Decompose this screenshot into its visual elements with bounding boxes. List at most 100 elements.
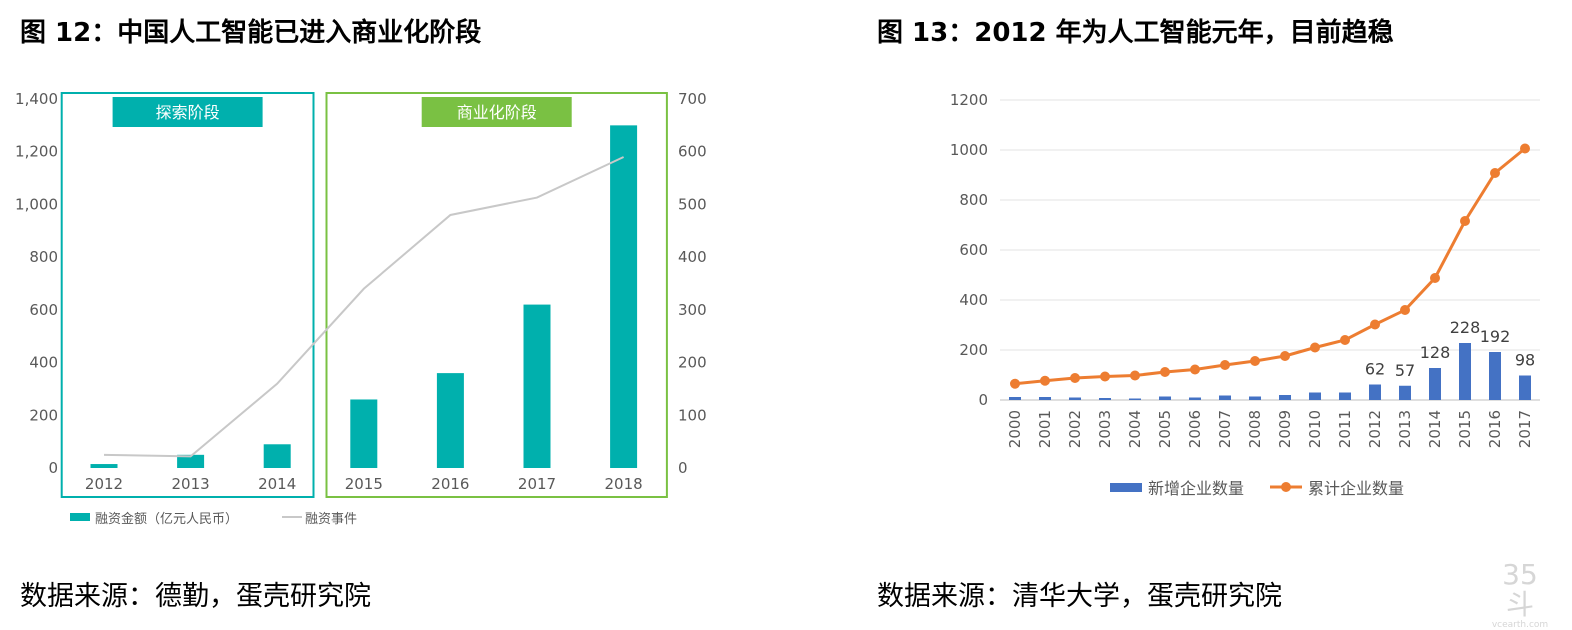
left-y-tick-label: 1,000 [15, 195, 58, 213]
left-y-tick-label: 400 [29, 354, 58, 372]
right-y-tick-label: 400 [678, 248, 707, 266]
bar-new-companies [1339, 392, 1351, 400]
line-point-cumulative [1430, 273, 1440, 283]
line-point-cumulative [1250, 356, 1260, 366]
bar-new-companies [1429, 368, 1441, 400]
x-tick-label: 2015 [1456, 410, 1474, 448]
x-tick-label: 2013 [1396, 410, 1414, 448]
right-y-tick-label: 500 [678, 195, 707, 213]
bar-new-companies [1459, 343, 1471, 400]
line-point-cumulative [1040, 375, 1050, 386]
left-figure-title: 图 12：中国人工智能已进入商业化阶段 [20, 18, 482, 48]
line-point-cumulative [1400, 305, 1410, 315]
y-tick-label: 1200 [950, 91, 988, 109]
x-tick-label: 2000 [1006, 410, 1024, 448]
x-tick-label: 2012 [85, 475, 123, 493]
right-y-tick-label: 700 [678, 90, 707, 108]
bar-new-companies [1189, 397, 1201, 400]
x-tick-label: 2017 [518, 475, 556, 493]
bar-new-companies [1519, 375, 1531, 400]
left-source-note: 数据来源：德勤，蛋壳研究院 [20, 581, 371, 612]
bar-new-companies [1249, 396, 1261, 400]
bar-funding [177, 454, 205, 468]
left-y-tick-label: 1,400 [15, 90, 58, 108]
legend-label-funding: 融资金额（亿元人民币） [95, 511, 238, 527]
x-tick-label: 2006 [1186, 410, 1204, 448]
left-y-tick-label: 0 [48, 459, 58, 477]
left-chart: 0 200 400 600 800 1,000 1,200 1,400 0 100 200 300 40… [15, 90, 707, 527]
line-point-cumulative [1160, 367, 1170, 377]
bar-new-companies [1069, 397, 1081, 400]
x-tick-label: 2015 [345, 475, 383, 493]
bar-data-label: 128 [1420, 343, 1451, 362]
y-tick-label: 200 [959, 341, 988, 359]
left-y-tick-label: 800 [29, 248, 58, 266]
line-cumulative [1014, 147, 1526, 386]
bar-new-companies [1219, 395, 1231, 400]
bar-new-companies [1009, 397, 1021, 400]
bar-new-companies [1309, 392, 1321, 400]
bar-funding [350, 399, 378, 468]
watermark: 35斗 vcearth.com [1490, 560, 1550, 630]
bar-data-label: 57 [1395, 361, 1415, 380]
phase-label-bg [112, 97, 263, 127]
legend-swatch-funding [70, 513, 90, 521]
y-tick-label: 0 [978, 391, 988, 409]
legend-swatch-new [1110, 483, 1142, 492]
right-y-tick-label: 200 [678, 354, 707, 372]
bar-funding [90, 464, 118, 468]
line-point-cumulative [1460, 216, 1470, 226]
x-tick-label: 2003 [1096, 410, 1114, 448]
right-figure-title: 图 13：2012 年为人工智能元年，目前趋稳 [877, 18, 1394, 48]
left-y-tick-label: 600 [29, 301, 58, 319]
bar-new-companies [1489, 352, 1501, 400]
bar-new-companies [1159, 396, 1171, 400]
legend-label-cumulative: 累计企业数量 [1308, 479, 1404, 498]
x-tick-label: 2012 [1366, 410, 1384, 448]
line-point-cumulative [1190, 364, 1200, 375]
bar-new-companies [1369, 384, 1381, 400]
line-point-cumulative [1130, 370, 1140, 381]
right-y-tick-label: 600 [678, 143, 707, 161]
bar-funding [263, 444, 291, 468]
x-tick-label: 2014 [258, 475, 296, 493]
bar-data-label: 228 [1450, 318, 1481, 337]
bar-funding [610, 125, 638, 468]
phase-label-bg [421, 97, 572, 127]
line-point-cumulative [1280, 351, 1290, 361]
legend-label-events: 融资事件 [305, 512, 357, 527]
bar-data-label: 98 [1515, 351, 1535, 370]
bar-new-companies [1399, 385, 1411, 400]
x-tick-label: 2007 [1216, 410, 1234, 448]
bar-data-label: 62 [1365, 360, 1385, 379]
x-tick-label: 2004 [1126, 410, 1144, 448]
bar-funding [523, 304, 551, 468]
line-point-cumulative [1070, 373, 1080, 383]
line-point-cumulative [1340, 335, 1350, 345]
left-y-tick-label: 1,200 [15, 143, 58, 161]
right-y-tick-label: 300 [678, 301, 707, 319]
phase-box [325, 92, 668, 498]
phase-label: 探索阶段 [156, 103, 220, 122]
line-point-cumulative [1310, 342, 1320, 353]
x-tick-label: 2013 [172, 475, 210, 493]
bar-funding [436, 373, 464, 468]
bar-data-label: 192 [1480, 327, 1511, 346]
watermark-main: 35斗 [1502, 558, 1538, 621]
y-tick-label: 600 [959, 241, 988, 259]
x-tick-label: 2016 [1486, 410, 1504, 448]
left-y-tick-label: 200 [29, 406, 58, 424]
x-tick-label: 2009 [1276, 410, 1294, 448]
phase-label: 商业化阶段 [457, 103, 537, 122]
y-tick-label: 800 [959, 191, 988, 209]
right-source-note: 数据来源：清华大学，蛋壳研究院 [877, 581, 1282, 612]
line-point-cumulative [1520, 143, 1530, 154]
line-point-cumulative [1370, 319, 1380, 330]
x-tick-label: 2018 [605, 475, 643, 493]
watermark-sub: vcearth.com [1491, 620, 1549, 630]
bar-new-companies [1279, 395, 1291, 400]
y-tick-label: 400 [959, 291, 988, 309]
x-tick-label: 2014 [1426, 410, 1444, 448]
line-point-cumulative [1100, 371, 1110, 382]
